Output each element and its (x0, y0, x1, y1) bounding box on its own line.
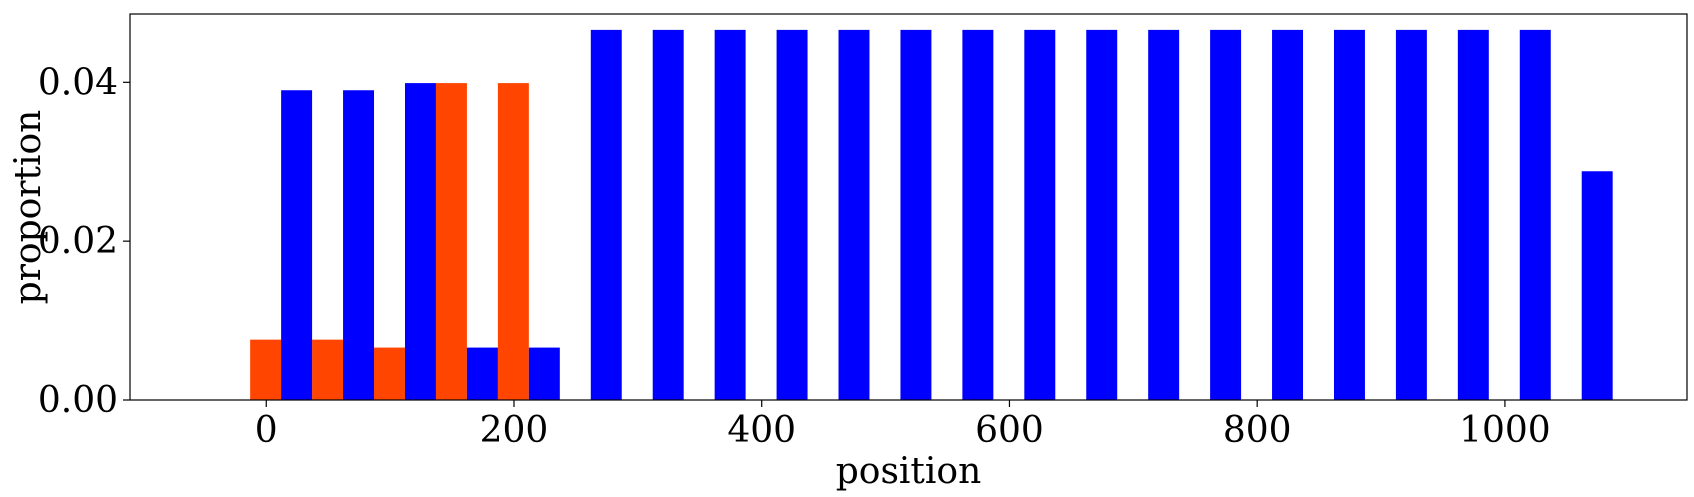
x-tick-label: 400 (727, 410, 796, 451)
bar-series1-4 (435, 83, 467, 401)
bar-series2-17 (1272, 29, 1304, 401)
bar-series2-8 (714, 29, 746, 401)
y-tick-label: 0.02 (38, 221, 118, 262)
y-tick-label: 0.00 (38, 380, 118, 421)
bar-series2-18 (1333, 29, 1365, 401)
bar-series1-5 (497, 83, 529, 401)
bar-series2-3 (404, 83, 436, 401)
bar-series2-15 (1148, 29, 1180, 401)
bar-series2-13 (1024, 29, 1056, 401)
x-tick-label: 0 (255, 410, 278, 451)
bar-series2-4 (466, 347, 498, 400)
x-tick-label: 600 (975, 410, 1044, 451)
bar-series2-11 (900, 29, 932, 401)
bar-series2-21 (1519, 29, 1551, 401)
bar-series2-7 (652, 29, 684, 401)
bar-series2-5 (528, 347, 560, 400)
bar-series2-6 (590, 29, 622, 401)
x-tick-label: 200 (480, 410, 549, 451)
x-tick-label: 800 (1223, 410, 1292, 451)
y-axis-label: proportion (8, 110, 49, 305)
bar-series2-12 (962, 29, 994, 401)
bar-series2-9 (776, 29, 808, 401)
bar-series2-10 (838, 29, 870, 401)
bar-series2-16 (1210, 29, 1242, 401)
x-axis-ticks: 0 200 400 600 800 1000 (255, 400, 1551, 451)
bar-series2-2 (343, 90, 375, 400)
y-axis-ticks: 0.00 0.02 0.04 (38, 62, 130, 421)
bar-series1-2 (312, 339, 344, 400)
y-tick-label: 0.04 (38, 62, 118, 103)
bar-series2-19 (1395, 29, 1427, 401)
bar-series2-14 (1086, 29, 1118, 401)
bar-series2-1 (281, 90, 313, 400)
bar-series1-1 (250, 339, 282, 400)
bar-series2-22 (1581, 171, 1613, 400)
bar-series1-3 (374, 347, 405, 400)
plot-area-frame (129, 13, 1688, 401)
bars-layer (250, 29, 1613, 401)
x-tick-label: 1000 (1459, 410, 1551, 451)
bar-series2-20 (1457, 29, 1489, 401)
x-axis-label: position (836, 451, 982, 492)
